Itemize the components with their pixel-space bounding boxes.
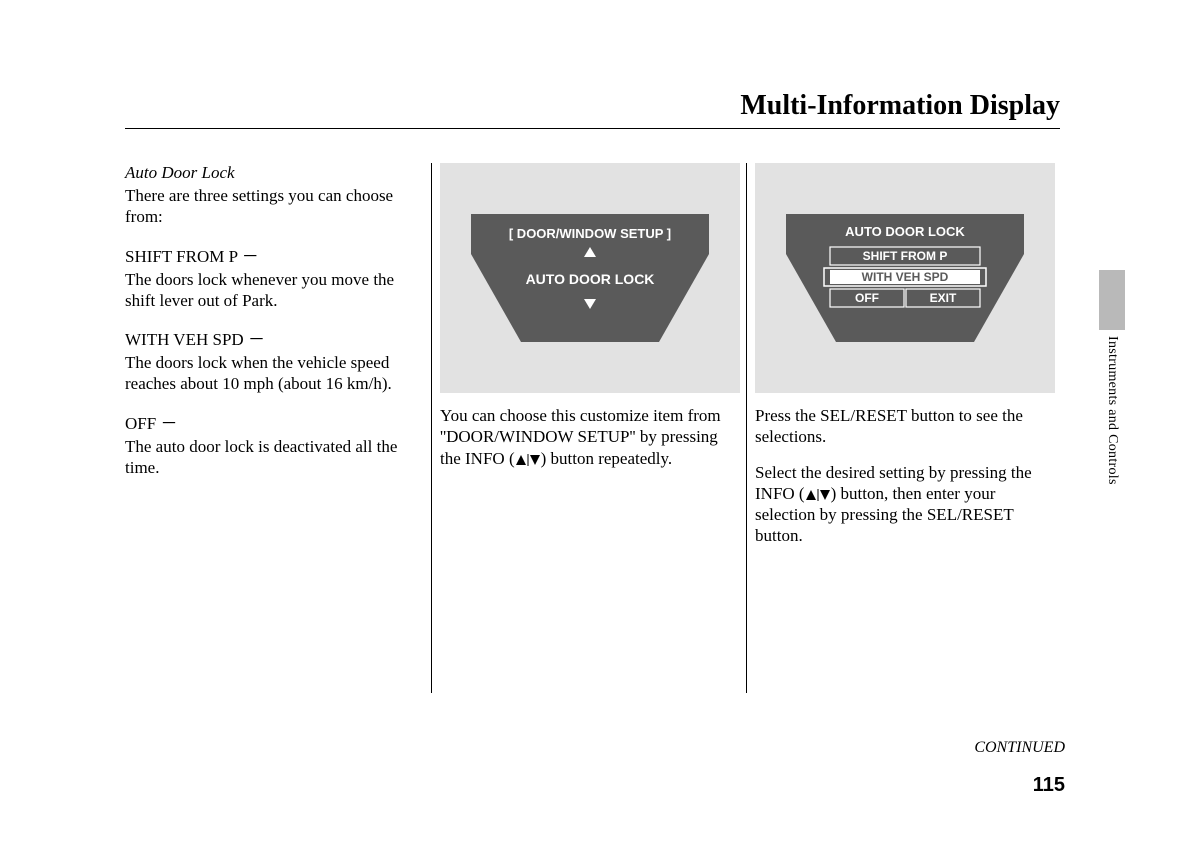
screen1-title: [ DOOR/WINDOW SETUP ] — [509, 226, 671, 241]
screen1-line: AUTO DOOR LOCK — [526, 271, 655, 287]
setting-1-name: SHIFT FROM P — [125, 247, 242, 266]
setting-3-name: OFF — [125, 414, 160, 433]
display-panel-1: [ DOOR/WINDOW SETUP ] AUTO DOOR LOCK — [440, 163, 740, 393]
dash-icon: － — [242, 247, 259, 266]
setting-3-label: OFF － — [125, 409, 413, 434]
display-panel-2: AUTO DOOR LOCK SHIFT FROM P WITH VEH SPD… — [755, 163, 1055, 393]
column-2: [ DOOR/WINDOW SETUP ] AUTO DOOR LOCK You… — [440, 163, 740, 693]
dash-icon: － — [160, 414, 177, 433]
col3-p1: Press the SEL/RESET button to see the se… — [755, 405, 1043, 448]
manual-page: Multi-Information Display Auto Door Lock… — [0, 0, 1200, 859]
side-section-label: Instruments and Controls — [1104, 332, 1125, 485]
info-updown-icon — [515, 454, 541, 466]
setting-1-body: The doors lock whenever you move the shi… — [125, 269, 413, 312]
screen2-opt3: OFF — [855, 291, 879, 305]
column-1: Auto Door Lock There are three settings … — [125, 163, 425, 693]
screen2-opt4: EXIT — [930, 291, 957, 305]
screen2-opt2: WITH VEH SPD — [862, 270, 949, 284]
screen2-opt1: SHIFT FROM P — [863, 249, 948, 263]
col2-body: You can choose this customize item from … — [440, 405, 728, 469]
page-title: Multi-Information Display — [125, 90, 1060, 129]
columns: Auto Door Lock There are three settings … — [125, 163, 1060, 693]
setting-2-body: The doors lock when the vehicle speed re… — [125, 352, 413, 395]
screen-outline-2: AUTO DOOR LOCK SHIFT FROM P WITH VEH SPD… — [786, 214, 1024, 342]
subheading-auto-door-lock: Auto Door Lock — [125, 163, 413, 183]
col2-body-b: ) button repeatedly. — [541, 449, 673, 468]
screen-outline-1: [ DOOR/WINDOW SETUP ] AUTO DOOR LOCK — [471, 214, 709, 342]
side-tab — [1099, 270, 1125, 330]
setting-3-body: The auto door lock is deactivated all th… — [125, 436, 413, 479]
intro-text: There are three settings you can choose … — [125, 185, 413, 228]
setting-2-name: WITH VEH SPD — [125, 330, 248, 349]
setting-2-label: WITH VEH SPD － — [125, 325, 413, 350]
setting-1-label: SHIFT FROM P － — [125, 242, 413, 267]
dash-icon: － — [248, 330, 265, 349]
page-number: 115 — [1033, 774, 1065, 797]
column-3: AUTO DOOR LOCK SHIFT FROM P WITH VEH SPD… — [755, 163, 1055, 693]
info-updown-icon — [805, 489, 831, 501]
screen2-title: AUTO DOOR LOCK — [845, 224, 965, 239]
continued-label: CONTINUED — [974, 739, 1065, 757]
column-separator-2 — [746, 163, 747, 693]
col3-p2: Select the desired setting by pressing t… — [755, 462, 1043, 547]
column-separator-1 — [431, 163, 432, 693]
